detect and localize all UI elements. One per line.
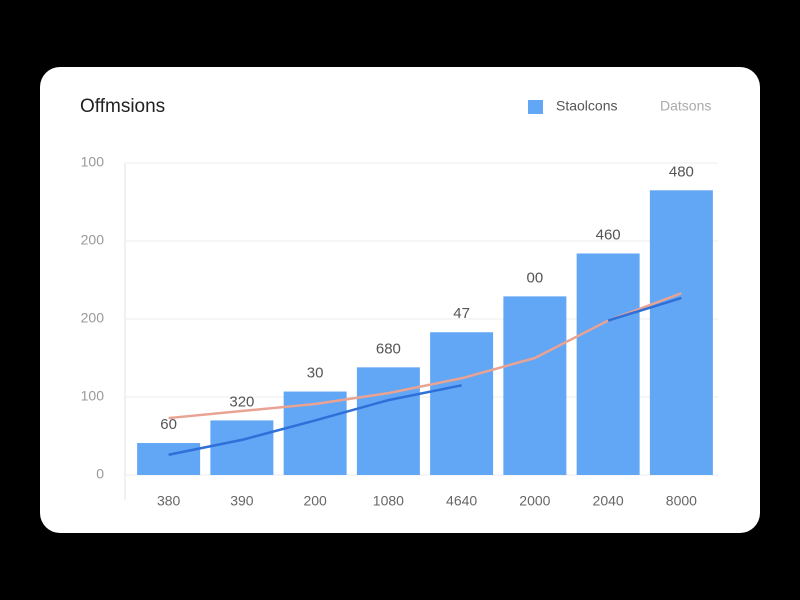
annotation: 320 [229,393,254,410]
x-tick-label: 8000 [666,493,697,509]
bar [576,253,640,475]
chart-title: Offmsions [80,96,165,117]
annotation: 47 [453,305,470,322]
annotation: 00 [527,269,544,286]
annotation: 60 [160,416,177,433]
y-tick-label: 200 [81,232,105,248]
legend-label: Staolcons [556,98,617,114]
bar [356,367,420,475]
bar [210,420,274,475]
x-tick-label: 380 [157,493,181,509]
legend-label: Datsons [660,98,711,114]
x-tick-label: 200 [303,493,327,509]
y-tick-label: 0 [96,466,104,482]
x-tick-label: 2040 [593,493,624,509]
annotation: 480 [669,163,694,180]
x-tick-label: 390 [230,493,254,509]
bar [430,332,494,475]
annotation: 30 [307,365,324,382]
annotation: 680 [376,340,401,357]
annotation: 460 [596,226,621,243]
bar [137,443,201,475]
x-tick-label: 2000 [519,493,550,509]
x-tick-label: 1080 [373,493,404,509]
x-tick-label: 4640 [446,493,477,509]
bar [649,190,713,476]
bar [503,296,567,475]
y-tick-label: 100 [81,388,105,404]
line [168,296,682,456]
legend-swatch [528,100,543,114]
y-tick-label: 200 [81,310,105,326]
line [168,292,682,420]
y-tick-label: 100 [81,154,105,170]
